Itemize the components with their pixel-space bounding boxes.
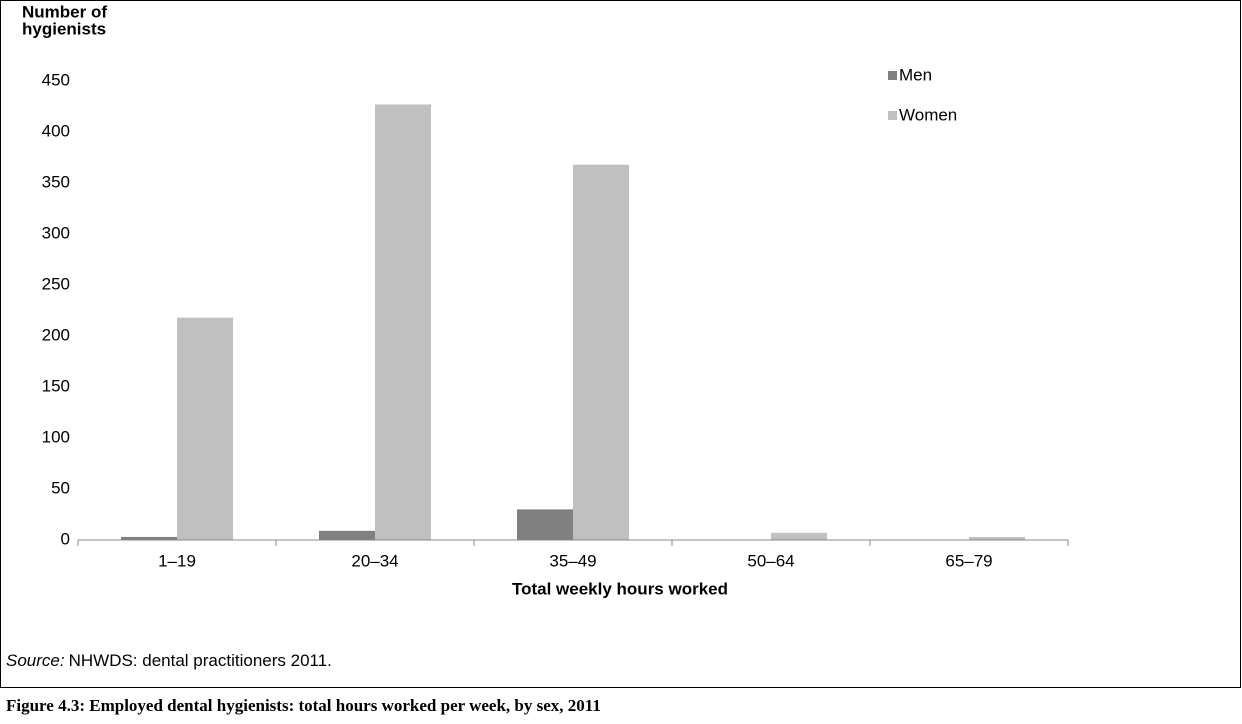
source-label: Source: [6, 651, 65, 670]
bar [375, 104, 431, 541]
x-tick-label: 20–34 [351, 551, 398, 570]
bar [517, 509, 573, 540]
y-tick-label: 250 [42, 274, 70, 293]
y-tick-label: 400 [42, 121, 70, 140]
source-text: NHWDS: dental practitioners 2011. [69, 651, 332, 670]
source: Source: NHWDS: dental practitioners 2011. [6, 651, 332, 670]
bar [121, 536, 177, 540]
y-tick-label: 100 [42, 427, 70, 446]
legend-swatch [888, 111, 897, 120]
x-axis-title: Total weekly hours worked [512, 579, 728, 598]
x-tick-label: 1–19 [158, 551, 196, 570]
caption: Figure 4.3: Employed dental hygienists: … [6, 696, 601, 715]
y-tick-label: 450 [42, 70, 70, 89]
x-tick-label: 35–49 [549, 551, 596, 570]
bar [319, 530, 375, 540]
legend-swatch [888, 71, 897, 80]
bar [969, 536, 1025, 540]
legend-label: Men [899, 65, 932, 84]
legend-label: Women [899, 105, 957, 124]
bar [177, 317, 233, 540]
y-axis-title: Number of [22, 2, 107, 21]
x-tick-label: 65–79 [945, 551, 992, 570]
y-tick-label: 300 [42, 223, 70, 242]
y-tick-label: 350 [42, 172, 70, 191]
bar [771, 532, 827, 540]
y-tick-label: 0 [61, 529, 70, 548]
x-tick-label: 50–64 [747, 551, 794, 570]
y-axis-title: hygienists [22, 19, 106, 38]
y-tick-label: 50 [51, 478, 70, 497]
y-tick-label: 200 [42, 325, 70, 344]
bar [573, 164, 629, 540]
y-tick-label: 150 [42, 376, 70, 395]
frame [0, 0, 1241, 688]
